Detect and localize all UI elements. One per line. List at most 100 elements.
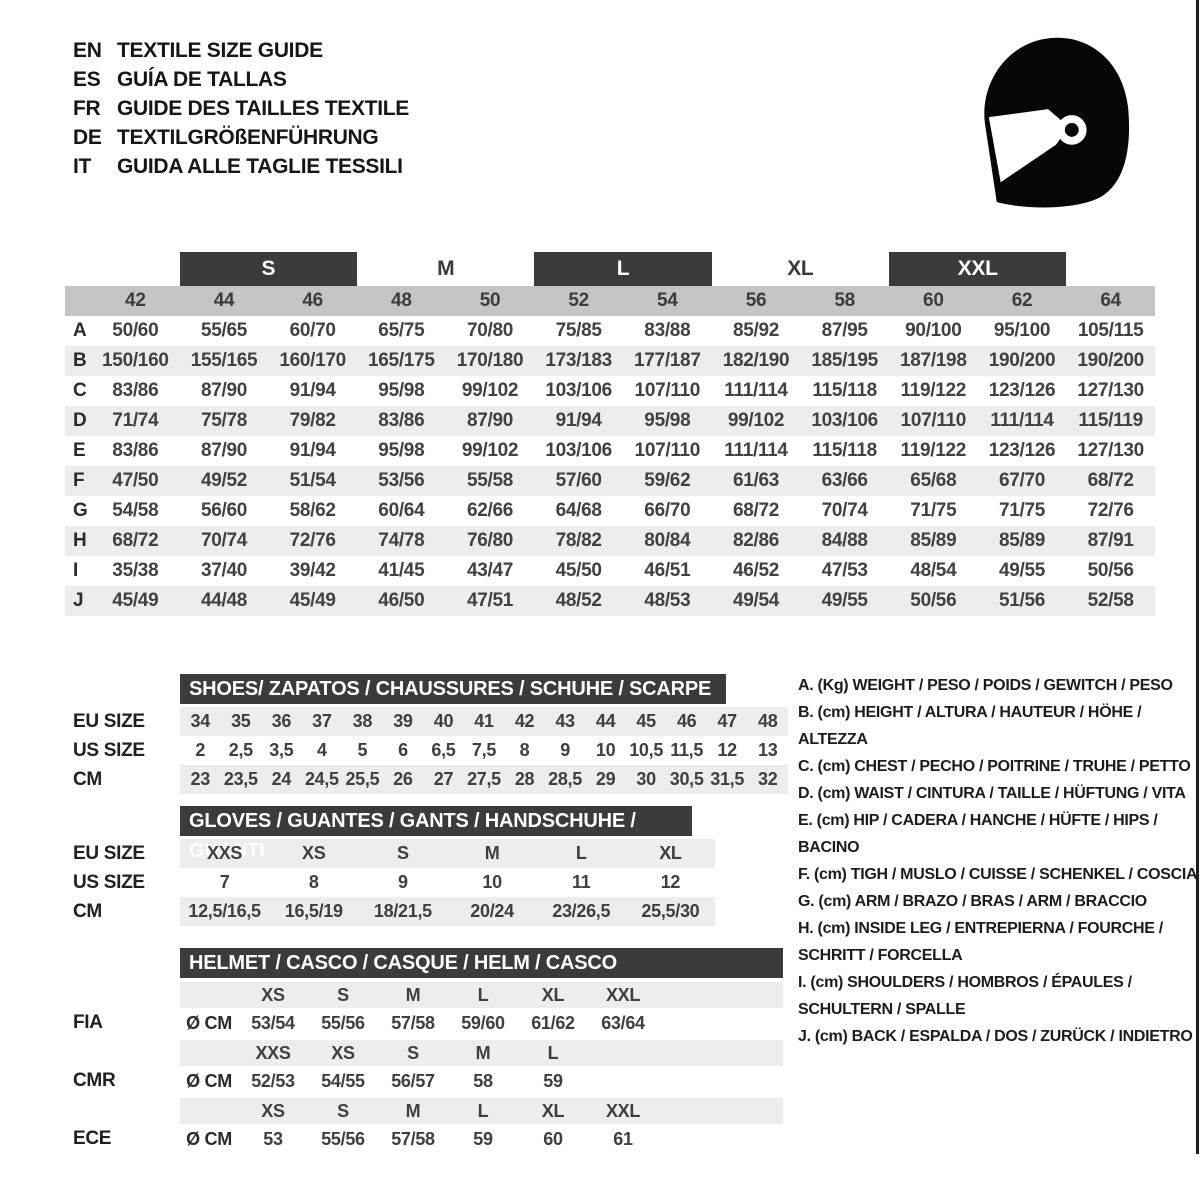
size-value: 105/115 [1077, 320, 1144, 341]
size-value: 165/175 [368, 350, 435, 371]
helmet-value-row: Ø CM 53 55/56 57/58 59 60 61 [180, 1124, 783, 1154]
legend-item: H. (cm) INSIDE LEG / ENTREPIERNA / FOURC… [798, 920, 1163, 964]
size-value: 60 [543, 1129, 563, 1149]
size-value: 82/86 [732, 530, 780, 551]
size-group-header-row: S M L XL XXL [65, 252, 1155, 286]
size-value: 8 [519, 740, 530, 760]
size-value: 42 [514, 711, 535, 731]
size-value: 32 [758, 769, 778, 789]
size-value: 70/74 [200, 530, 248, 551]
size-value: 66/70 [644, 500, 691, 521]
size-value: 64/68 [555, 500, 602, 521]
language-code: EN [73, 39, 102, 62]
size-value: 84/88 [821, 530, 868, 551]
size-value: XL [659, 843, 682, 863]
size-value: 45/49 [112, 590, 159, 611]
helmet-value-row: Ø CM 52/53 54/55 56/57 58 59 [180, 1066, 783, 1096]
row-letter: B [73, 350, 87, 371]
size-value: 68/72 [112, 530, 159, 551]
size-value: 119/122 [900, 380, 967, 401]
size-group-xxl: XXL [888, 252, 1067, 286]
size-label: XXL [605, 1101, 641, 1121]
language-code: DE [73, 126, 102, 149]
size-value: 155/165 [190, 350, 258, 371]
size-value: 127/130 [1077, 440, 1144, 461]
textile-size-table: S M L XL XXL 42 44 46 48 50 52 54 56 58 60 62 64 A 5… [65, 252, 1155, 616]
size-value: 28 [514, 769, 535, 789]
numeric-size: 64 [1100, 290, 1121, 311]
size-value: 91/94 [289, 440, 336, 461]
helmet-size-row: XS S M L XL XXL [180, 982, 783, 1008]
language-row: FR GUIDE DES TAILLES TEXTILE [73, 94, 409, 123]
size-value: 87/90 [200, 440, 248, 461]
row-letter: H [73, 530, 87, 551]
size-value: 111/114 [724, 440, 788, 461]
size-value: 55/56 [321, 1129, 365, 1149]
size-value: M [484, 843, 500, 863]
size-value: 47/50 [112, 470, 159, 491]
size-label: XL [541, 1101, 565, 1121]
size-value: 37/40 [200, 560, 248, 581]
size-value: 23/26,5 [552, 901, 611, 921]
size-value: 123/126 [988, 380, 1056, 401]
language-label: GUÍA DE TALLAS [117, 68, 287, 91]
shoes-table: SHOES/ ZAPATOS / CHAUSSURES / SCHUHE / S… [180, 674, 788, 794]
size-value: 2 [195, 740, 206, 760]
size-value: 18/21,5 [373, 901, 432, 921]
size-value: 45/49 [289, 590, 336, 611]
size-value: 55/56 [321, 1013, 365, 1033]
filler-cell [658, 982, 783, 1008]
row-label: CM [73, 901, 102, 922]
size-value: 7 [219, 872, 230, 892]
size-value: 61/62 [531, 1013, 575, 1033]
size-value: 9 [560, 740, 570, 760]
size-row: 12,5/16,5 16,5/19 18/21,5 20/24 23/26,5 25,5/… [180, 897, 715, 926]
legend-item: B. (cm) HEIGHT / ALTURA / HAUTEUR / HÖHE… [798, 704, 1142, 748]
size-label: XL [541, 985, 565, 1005]
size-value: 59 [543, 1071, 563, 1091]
size-value: 65/68 [910, 470, 957, 491]
size-value: 27 [433, 769, 454, 789]
row-letter: A [73, 320, 87, 341]
language-label: TEXTILE SIZE GUIDE [117, 39, 323, 62]
size-value: 45 [636, 711, 656, 731]
size-value: 53/54 [251, 1013, 295, 1033]
numeric-size: 56 [745, 290, 767, 311]
size-value: 99/102 [461, 440, 519, 461]
size-value: 9 [398, 872, 408, 892]
size-value: 107/110 [634, 440, 701, 461]
size-value: 40 [433, 711, 454, 731]
row-label: CM [73, 769, 102, 790]
size-value: 45/50 [555, 560, 602, 581]
size-value: 170/180 [456, 350, 524, 371]
size-value: 6,5 [431, 740, 456, 760]
size-value: 35/38 [112, 560, 159, 581]
numeric-size: 48 [391, 290, 412, 311]
size-value: 150/160 [102, 350, 169, 371]
legend-item: J. (cm) BACK / ESPALDA / DOS / ZURÜCK / … [798, 1028, 1193, 1045]
size-value: 70/74 [821, 500, 868, 521]
size-value: 95/98 [378, 380, 425, 401]
size-value: 173/183 [545, 350, 612, 371]
gloves-section: EU SIZE US SIZE CM GLOVES / GUANTES / GANT… [65, 806, 715, 926]
size-value: 99/102 [461, 380, 519, 401]
language-label: GUIDE DES TAILLES TEXTILE [117, 97, 409, 120]
size-value: 47/51 [466, 590, 514, 611]
size-value: 107/110 [900, 410, 967, 431]
size-value: 127/130 [1077, 380, 1144, 401]
size-label: L [477, 985, 489, 1005]
unit-label: Ø CM [186, 1129, 232, 1149]
legend-item: G. (cm) ARM / BRAZO / BRAS / ARM / BRACC… [798, 893, 1147, 910]
language-code: FR [73, 97, 101, 120]
size-value: 48 [758, 711, 778, 731]
size-value: 49/54 [732, 590, 780, 611]
size-value: 57/58 [391, 1129, 435, 1149]
row-label: US SIZE [73, 740, 145, 761]
size-value: 23 [190, 769, 211, 789]
visor-pivot-dot [1064, 123, 1079, 137]
measurement-row: D 71/74 75/78 79/82 83/86 87/90 91/94 95/98 99/1… [65, 406, 1155, 436]
size-value: 85/92 [732, 320, 780, 341]
size-value: 30,5 [669, 769, 704, 789]
language-label: TEXTILGRÖßENFÜHRUNG [117, 126, 379, 149]
size-value: 48/53 [644, 590, 691, 611]
